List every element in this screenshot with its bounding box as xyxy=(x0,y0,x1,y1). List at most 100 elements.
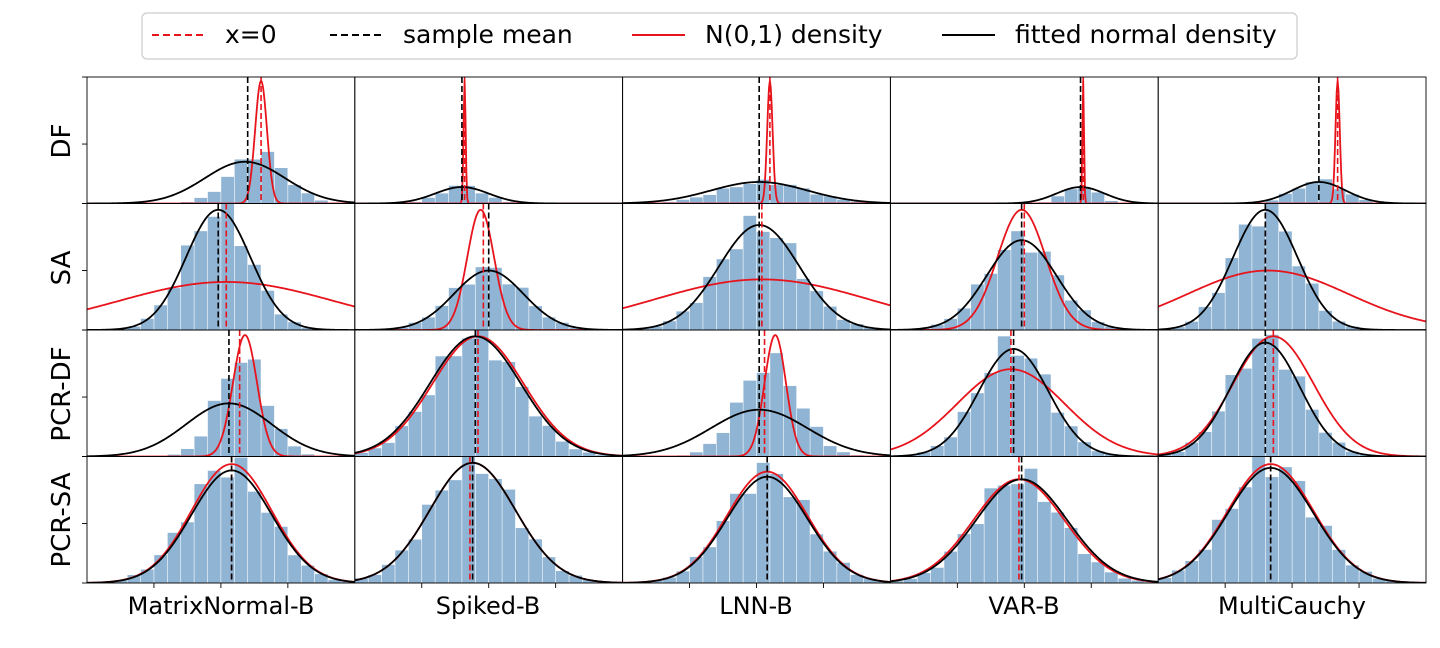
histogram-bar xyxy=(1359,571,1373,583)
histogram-bar xyxy=(1064,527,1078,583)
col-label-lnn-b: LNN-B xyxy=(719,592,793,620)
fitted-density-curve xyxy=(87,402,355,457)
n01-density-curve xyxy=(622,80,891,204)
n01-density-curve xyxy=(87,463,355,583)
fitted-density-curve xyxy=(622,408,891,457)
panel-frame xyxy=(622,329,891,457)
histogram-bar xyxy=(1372,578,1386,583)
histogram-bar xyxy=(1198,431,1212,457)
histogram-bar xyxy=(770,353,783,457)
histogram-bar xyxy=(810,534,824,583)
histogram-bar xyxy=(1091,451,1105,457)
histogram-bar xyxy=(542,425,556,457)
n01-density-curve xyxy=(87,334,355,457)
histogram-bar xyxy=(997,336,1011,457)
histogram-bar xyxy=(930,567,944,583)
panel-pcr-df-var-b xyxy=(889,329,1159,457)
histogram-bar xyxy=(1091,562,1105,583)
histogram-bar xyxy=(837,452,850,457)
histogram-bar xyxy=(1091,322,1105,330)
histogram-bar xyxy=(448,480,462,583)
histogram-bar xyxy=(1118,578,1132,583)
histogram-bar xyxy=(676,199,690,204)
histogram-bar xyxy=(1292,376,1306,457)
histogram-bar xyxy=(435,356,449,457)
histogram-bar xyxy=(823,551,837,583)
panel-plot-area xyxy=(87,456,355,583)
histogram-bar xyxy=(167,288,181,330)
histogram-bar xyxy=(1252,338,1266,457)
fitted-density-curve xyxy=(87,208,355,330)
histogram-bar xyxy=(837,319,850,330)
histogram-bar xyxy=(529,306,542,330)
panel-pcr-sa-spiked-b xyxy=(354,456,624,588)
histogram-bar xyxy=(944,437,958,457)
histogram-bar xyxy=(743,184,757,204)
histogram-bar xyxy=(703,276,717,330)
histogram-bar xyxy=(823,196,837,204)
row-labels: DF SA PCR-DF PCR-SA xyxy=(47,124,77,568)
histogram-bar xyxy=(261,290,275,330)
histogram-bar xyxy=(462,338,476,457)
histogram-bar xyxy=(663,321,676,330)
histogram-bar xyxy=(167,454,181,457)
histogram-bar xyxy=(810,194,824,204)
histogram-bar xyxy=(1011,231,1024,330)
histogram-bar xyxy=(1319,432,1332,457)
histogram-bar xyxy=(462,456,476,583)
histogram-bar xyxy=(462,185,476,204)
histogram-bar xyxy=(1345,194,1359,204)
col-label-spiked-b: Spiked-B xyxy=(436,592,540,620)
n01-density-curve xyxy=(622,278,891,310)
histogram-bar xyxy=(181,448,194,457)
histogram-bar xyxy=(381,442,395,457)
histogram-bar xyxy=(1037,501,1051,583)
histogram-bar xyxy=(1305,409,1319,457)
fitted-density-curve xyxy=(622,224,891,330)
histogram-bar xyxy=(462,284,476,330)
histogram-bar xyxy=(1185,321,1199,330)
panel-df-matrixnormal-b xyxy=(82,76,356,204)
histogram-bar xyxy=(1238,224,1252,330)
panel-frame xyxy=(889,456,1159,584)
legend-label-fitted: fitted normal density xyxy=(1015,20,1277,49)
panel-frame xyxy=(86,76,356,204)
panel-plot-area xyxy=(622,77,891,204)
n01-density-curve xyxy=(354,208,623,330)
panel-pcr-df-lnn-b xyxy=(622,329,891,457)
n01-density-curve xyxy=(890,368,1159,456)
legend-label-x0: x=0 xyxy=(225,20,277,49)
histogram-bar xyxy=(1265,200,1279,204)
panel-plot-area xyxy=(622,456,891,583)
panel-frame xyxy=(86,203,356,331)
panel-plot-area xyxy=(354,330,623,457)
histogram-bar xyxy=(301,565,315,583)
col-label-matrixnormal-b: MatrixNormal-B xyxy=(128,592,315,620)
histogram-bar xyxy=(649,580,663,583)
histogram-bar xyxy=(944,318,958,330)
n01-density-curve xyxy=(87,281,355,311)
histogram-bar xyxy=(997,249,1011,330)
histogram-bar xyxy=(502,362,516,457)
histogram-bar xyxy=(730,187,743,204)
histogram-bar xyxy=(730,249,743,330)
histogram-bar xyxy=(502,284,516,330)
histogram-bar xyxy=(1252,456,1266,583)
histogram-bar xyxy=(234,362,248,457)
histogram-bar xyxy=(1011,484,1024,583)
n01-density-curve xyxy=(1158,335,1426,457)
histogram-bar xyxy=(395,550,409,583)
fitted-density-curve xyxy=(87,469,355,583)
histogram-bar xyxy=(716,188,730,204)
histogram-bar xyxy=(207,216,221,330)
panel-frame xyxy=(622,203,891,331)
panel-pcr-sa-multicauchy xyxy=(1157,456,1427,588)
panel-plot-area xyxy=(890,330,1159,457)
histogram-bar xyxy=(1131,580,1145,583)
histogram-bar xyxy=(555,322,569,330)
histogram-bar xyxy=(1078,554,1091,583)
col-label-multicauchy: MultiCauchy xyxy=(1218,592,1366,620)
histogram-bar xyxy=(796,408,810,457)
histogram-bar xyxy=(582,452,596,457)
histogram-bar xyxy=(207,470,221,583)
